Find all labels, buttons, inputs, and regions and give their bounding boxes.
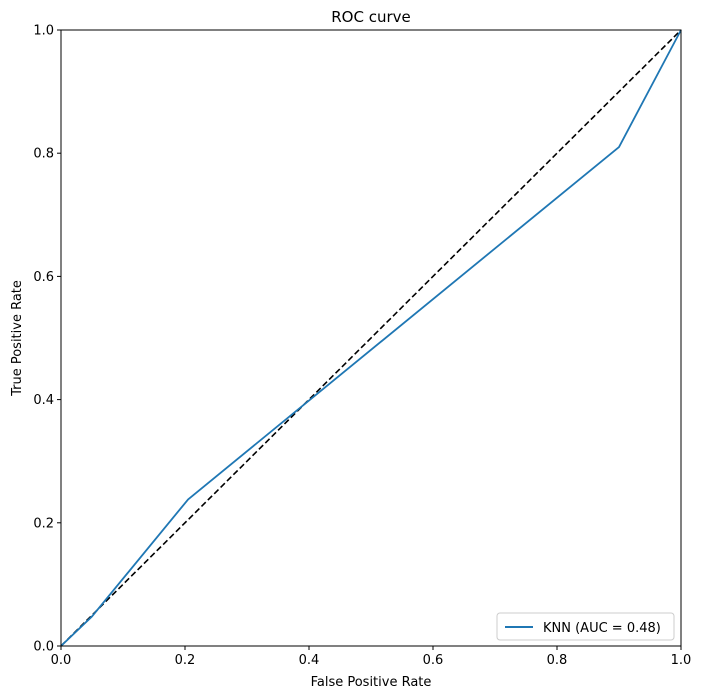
plot-area <box>60 29 682 647</box>
x-tick-label: 0.0 <box>51 653 72 668</box>
y-axis-ticks: 0.0 0.2 0.4 0.6 0.8 1.0 <box>33 24 61 655</box>
y-tick-label: 0.8 <box>33 147 54 162</box>
x-tick-label: 0.8 <box>547 653 568 668</box>
legend: KNN (AUC = 0.48) <box>496 612 675 641</box>
y-tick-label: 0.6 <box>33 270 54 285</box>
y-tick-label: 0.4 <box>33 393 54 408</box>
legend-label-knn: KNN (AUC = 0.48) <box>543 621 661 636</box>
chart-title: ROC curve <box>331 8 411 26</box>
legend-box <box>496 612 675 641</box>
y-tick-label: 0.0 <box>33 640 54 655</box>
x-tick-label: 1.0 <box>671 653 692 668</box>
y-axis-label: True Positive Rate <box>10 280 25 397</box>
x-tick-label: 0.4 <box>299 653 320 668</box>
series-line-0 <box>60 29 682 647</box>
y-tick-label: 1.0 <box>33 24 54 39</box>
x-axis-ticks: 0.0 0.2 0.4 0.6 0.8 1.0 <box>51 646 692 668</box>
x-axis-label: False Positive Rate <box>311 675 432 690</box>
y-tick-label: 0.2 <box>33 516 54 531</box>
plot-frame <box>60 29 682 647</box>
x-tick-label: 0.2 <box>175 653 196 668</box>
reference-diagonal-line <box>60 29 682 647</box>
series-layer <box>60 29 682 647</box>
x-tick-label: 0.6 <box>423 653 444 668</box>
